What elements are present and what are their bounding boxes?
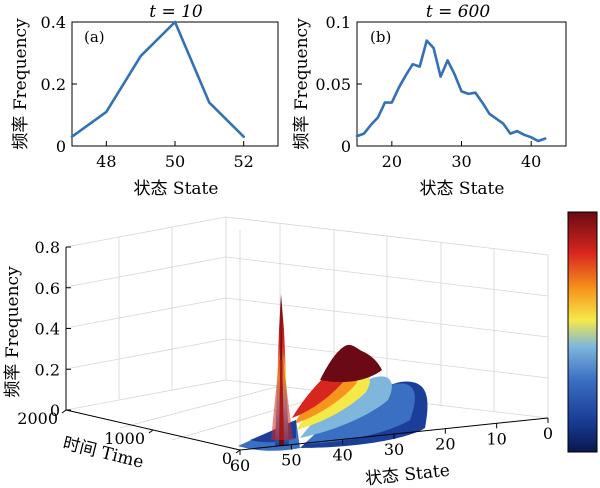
- panel-a-ylabel: 频率 Frequency: [11, 18, 31, 150]
- panel-c: 0 0.2 0.4 0.6 0.8 0 1000 2000 60 50 40 30 20 10 0 频率 F…: [3, 216, 553, 488]
- y-tick-label: 0.4: [41, 13, 66, 32]
- z-tick-label: 0.2: [35, 360, 60, 379]
- time-tick-label: 2000: [17, 409, 58, 428]
- state-tick-label: 60: [230, 456, 250, 475]
- panel-b-line: [355, 39, 547, 143]
- panel-a: t = 10 (a) 48 50 52 0 0.2 0.4 状态 State 频率 Fre…: [11, 2, 279, 199]
- panel-c-zlabel: 频率 Frequency: [3, 266, 23, 398]
- z-tick-label: 0.4: [35, 320, 60, 339]
- y-tick-label: 0.05: [315, 75, 351, 94]
- panel-b-xlabel: 状态 State: [420, 179, 505, 199]
- x-tick-label: 40: [521, 152, 541, 171]
- x-tick-label: 50: [165, 152, 185, 171]
- panel-b: t = 600 (b) 20 30 40 0 0.05 0.1 状态 State 频率 F…: [292, 2, 567, 199]
- time-tick-label: 1000: [104, 429, 145, 448]
- x-tick-label: 20: [382, 152, 402, 171]
- state-tick-label: 30: [384, 440, 404, 459]
- state-tick-label: 0: [543, 424, 553, 443]
- panel-b-ylabel: 频率 Frequency: [292, 18, 312, 150]
- y-tick-label: 0.1: [326, 13, 351, 32]
- colorbar-gradient: [567, 211, 598, 453]
- x-tick-label: 30: [451, 152, 471, 171]
- panel-b-tag: (b): [370, 28, 391, 46]
- panel-c-surface: [238, 294, 428, 451]
- y-tick-label: 0: [56, 137, 66, 156]
- panel-a-line: [70, 20, 245, 138]
- z-tick-label: 0.6: [35, 279, 60, 298]
- state-tick-label: 40: [332, 445, 352, 464]
- x-tick-label: 48: [96, 152, 116, 171]
- panel-a-ticks: 48 50 52 0 0.2 0.4: [41, 13, 254, 171]
- time-tick-mark: [148, 429, 154, 434]
- panel-a-tag: (a): [84, 28, 105, 46]
- panel-a-title: t = 10: [149, 2, 203, 22]
- y-tick-label: 0: [341, 137, 351, 156]
- panel-b-title: t = 600: [426, 2, 491, 22]
- colorbar: [567, 211, 598, 453]
- panel-a-xlabel: 状态 State: [134, 179, 219, 199]
- x-tick-label: 52: [233, 152, 253, 171]
- panel-c-state-label: 状态 State: [364, 461, 451, 488]
- state-tick-label: 20: [435, 435, 455, 454]
- state-tick-label: 50: [281, 451, 301, 470]
- time-tick-mark: [61, 409, 67, 414]
- z-tick-label: 0.8: [35, 238, 60, 257]
- panel-c-ticks: 0 0.2 0.4 0.6 0.8 0 1000 2000 60 50 40 30 20 10 0: [17, 238, 553, 475]
- z-tick-label: 0: [50, 401, 60, 420]
- state-tick-label: 10: [486, 429, 506, 448]
- y-tick-label: 0.2: [41, 75, 66, 94]
- time-tick-mark: [235, 449, 241, 454]
- panel-b-ticks: 20 30 40 0 0.05 0.1: [315, 13, 541, 171]
- time-tick-label: 0: [222, 449, 232, 468]
